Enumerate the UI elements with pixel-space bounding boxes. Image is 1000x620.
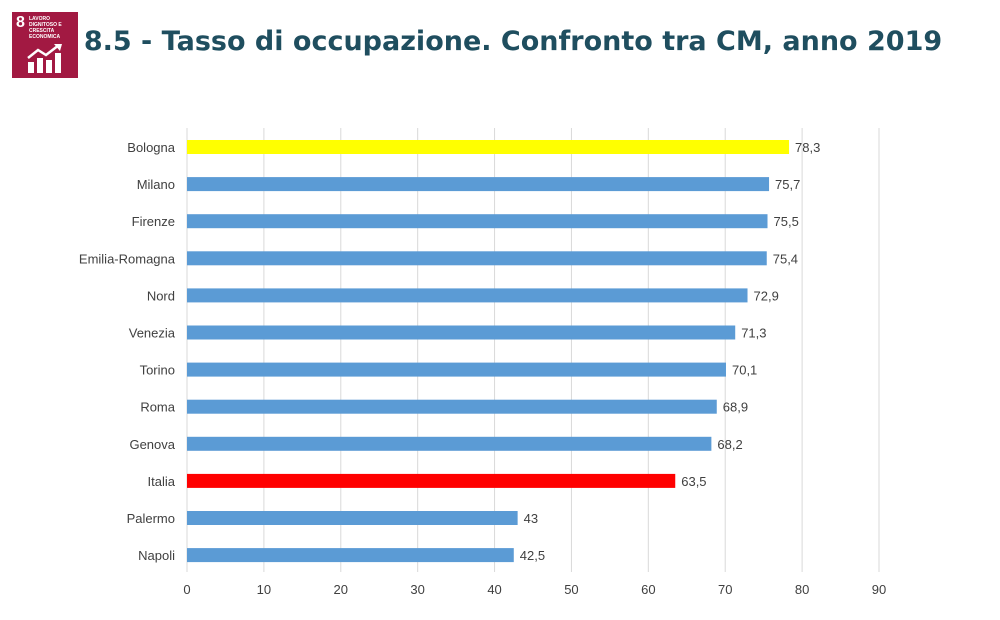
value-label: 68,2: [717, 437, 742, 452]
bar-italia: [187, 473, 676, 488]
bar-bologna: [187, 140, 790, 154]
bar-torino: [187, 362, 726, 377]
chart-bars: [187, 140, 790, 563]
page-title: 8.5 - Tasso di occupazione. Confronto tr…: [83, 26, 943, 57]
value-label: 72,9: [754, 288, 779, 303]
x-tick-label: 90: [872, 582, 886, 597]
bar-napoli: [187, 548, 514, 563]
bar-firenze: [187, 214, 768, 229]
value-label: 43: [524, 511, 538, 526]
growth-chart-icon: [27, 44, 62, 73]
value-label: 75,7: [775, 177, 800, 192]
category-label: Milano: [137, 177, 175, 192]
category-label: Venezia: [129, 326, 176, 341]
sdg-goal-8-badge: 8 LAVORO DIGNITOSO E CRESCITA ECONOMICA: [12, 12, 78, 78]
value-label: 70,1: [732, 363, 757, 378]
value-label: 75,5: [774, 214, 799, 229]
sdg-badge-text: LAVORO DIGNITOSO E CRESCITA ECONOMICA: [29, 16, 62, 40]
value-label: 71,3: [741, 326, 766, 341]
category-label: Emilia-Romagna: [79, 251, 176, 266]
value-label: 63,5: [681, 474, 706, 489]
value-label: 75,4: [773, 251, 798, 266]
category-label: Roma: [140, 400, 175, 415]
bar-nord: [187, 288, 748, 303]
x-tick-label: 0: [183, 582, 190, 597]
category-label: Bologna: [127, 140, 175, 155]
value-label: 42,5: [520, 548, 545, 563]
x-tick-label: 40: [487, 582, 501, 597]
category-label: Nord: [147, 288, 175, 303]
x-tick-label: 50: [564, 582, 578, 597]
x-tick-label: 20: [334, 582, 348, 597]
bar-genova: [187, 436, 712, 451]
bar-milano: [187, 177, 770, 192]
category-label: Palermo: [127, 511, 175, 526]
category-label: Napoli: [138, 548, 175, 563]
x-tick-label: 60: [641, 582, 655, 597]
value-label: 68,9: [723, 400, 748, 415]
x-tick-label: 70: [718, 582, 732, 597]
chart-gridlines: [186, 128, 880, 572]
bar-venezia: [187, 325, 736, 340]
category-label: Italia: [148, 474, 176, 489]
category-label: Torino: [140, 363, 175, 378]
x-tick-label: 30: [410, 582, 424, 597]
value-label: 78,3: [795, 140, 820, 155]
bar-emilia-romagna: [187, 251, 767, 266]
sdg-badge-number: 8: [16, 14, 25, 31]
x-tick-label: 10: [257, 582, 271, 597]
chart-labels: 0 10 20 30 40 50 60 70 80 90 Bologna 78,3 Milano 75,7…: [79, 140, 886, 597]
bar-palermo: [187, 511, 518, 525]
x-tick-label: 80: [795, 582, 809, 597]
category-label: Firenze: [132, 214, 175, 229]
bar-roma: [187, 399, 717, 414]
category-label: Genova: [129, 437, 175, 452]
